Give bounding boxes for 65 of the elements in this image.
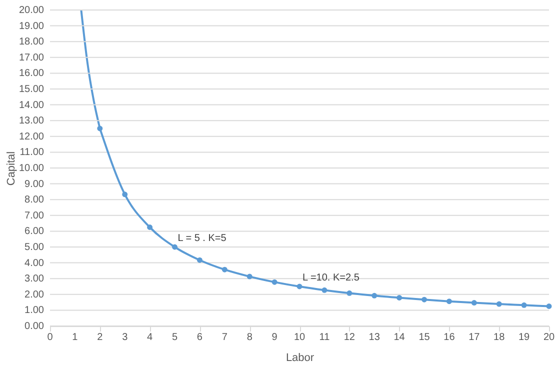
point (97, 126, 103, 132)
point (521, 302, 527, 308)
y-tick-label: 8.00 (24, 194, 44, 206)
point (471, 300, 477, 306)
x-tick-label: 6 (196, 332, 203, 343)
y-tick-label: 19.00 (18, 20, 44, 32)
y-tick-label: 10.00 (18, 163, 44, 174)
point (122, 192, 128, 198)
point (546, 304, 552, 309)
point (422, 296, 427, 302)
y-tick-label: 11.00 (20, 147, 44, 158)
y-tick-label: 16.00 (18, 68, 44, 80)
x-tick-label: 17 (468, 332, 480, 343)
x-tick-label: 20 (543, 332, 555, 343)
point (322, 287, 328, 293)
x-tick-label: 11 (319, 332, 330, 343)
x-tick-label: 10 (294, 332, 306, 343)
y-tick-label: 15.00 (18, 84, 44, 95)
x-tick-label: 13 (368, 332, 380, 343)
x-tick-label: 0 (47, 332, 54, 343)
point (372, 292, 378, 298)
point (446, 298, 452, 304)
x-tick-label: 15 (418, 332, 430, 343)
point (272, 279, 278, 285)
annotation: L = 5 . K=5 (178, 233, 227, 244)
x-tick-label: 1 (72, 332, 78, 343)
x-tick-label: 9 (272, 332, 278, 343)
point (196, 257, 202, 263)
x-tick-label: 12 (344, 332, 356, 343)
x-tick-label: 5 (172, 332, 178, 343)
point (246, 274, 252, 280)
y-tick-label: 1.00 (24, 305, 44, 316)
x-tick-label: 7 (222, 332, 228, 343)
x-tick-label: 4 (147, 332, 154, 343)
point (222, 266, 228, 272)
y-tick-label: 13.00 (18, 116, 44, 127)
x-tick-label: 19 (518, 332, 530, 343)
y-tick-label: 9.00 (24, 178, 44, 190)
x-tick-label: 18 (494, 332, 506, 343)
x-tick-label: 14 (394, 332, 406, 343)
x-tick-label: 16 (444, 332, 456, 343)
y-tick-label: 2.00 (24, 289, 44, 300)
y-tick-label: 4.00 (24, 258, 44, 269)
point (172, 244, 178, 250)
point (346, 290, 352, 296)
point (147, 224, 153, 230)
y-tick-label: 3.00 (24, 274, 44, 285)
x-tick-label: 3 (122, 332, 128, 343)
y-tick-label: 14.00 (18, 100, 44, 111)
x-tick-label: 2 (97, 332, 104, 343)
y-tick-label: 12.00 (18, 131, 44, 142)
point (496, 301, 502, 307)
y-tick-label: 20.00 (18, 5, 44, 16)
annotation: L =10. K=2.5 (302, 272, 360, 284)
point (296, 284, 302, 290)
x-tick-label: 8 (246, 332, 253, 343)
y-tick-label: 0.00 (24, 321, 44, 332)
y-axis-title: Capital (6, 151, 18, 186)
x-axis-title: Labor (286, 352, 314, 364)
point (396, 294, 402, 300)
y-tick-label: 17.00 (18, 52, 44, 64)
y-tick-label: 7.00 (24, 210, 44, 222)
y-tick-label: 5.00 (24, 242, 44, 253)
y-tick-label: 6.00 (24, 226, 44, 238)
y-tick-label: 18.00 (18, 36, 44, 48)
